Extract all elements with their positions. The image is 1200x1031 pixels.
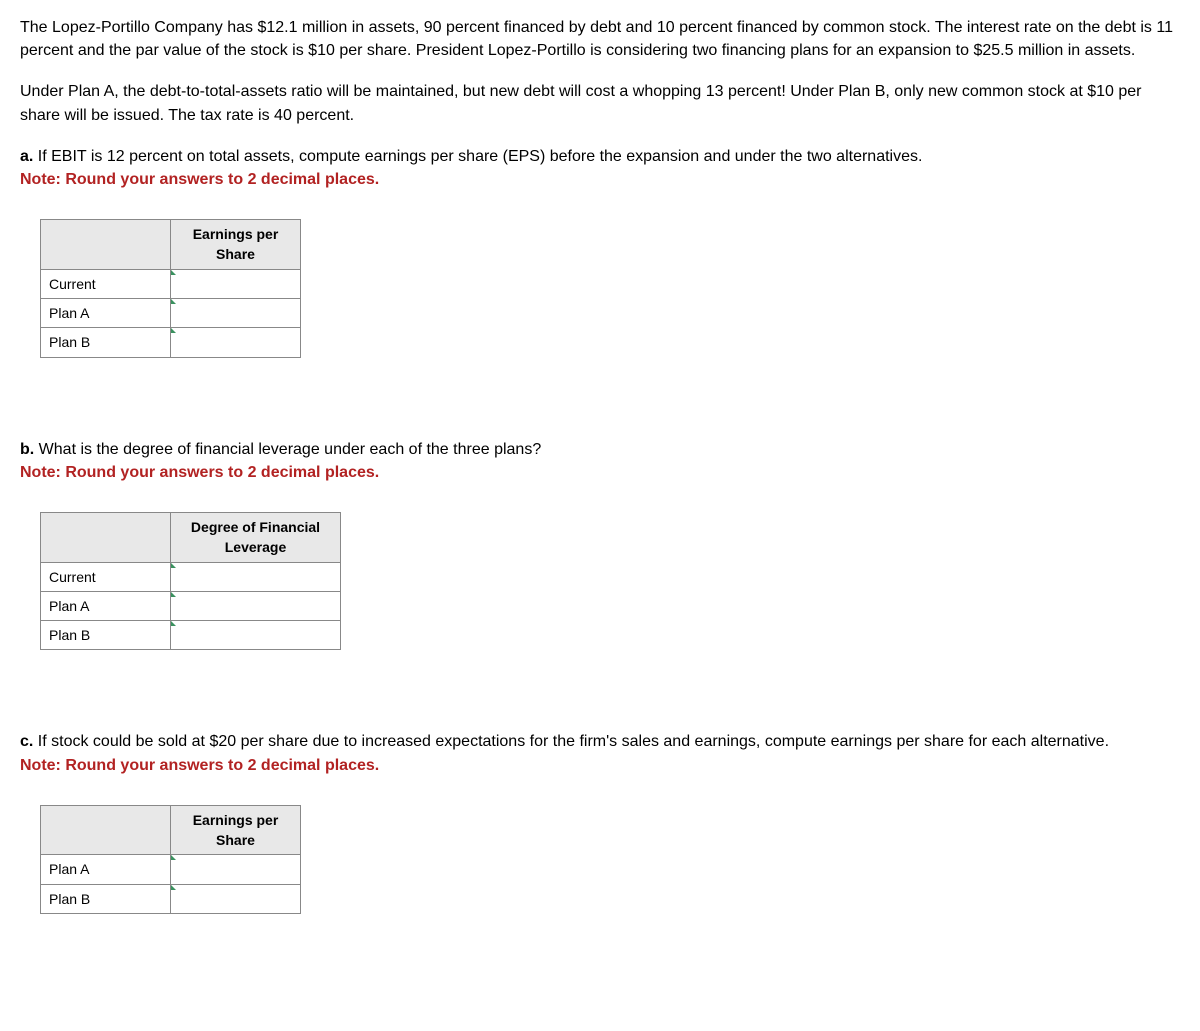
table-c: Earnings per Share Plan A Plan B (40, 805, 301, 914)
intro-paragraph-1: The Lopez-Portillo Company has $12.1 mil… (20, 16, 1180, 62)
table-row: Current (41, 562, 341, 591)
input-marker-icon (171, 270, 176, 275)
part-b-note: Note: Round your answers to 2 decimal pl… (20, 464, 379, 481)
eps-plan-b-input[interactable] (171, 328, 301, 357)
table-row: Plan A (41, 591, 341, 620)
part-a-label: a. (20, 148, 33, 165)
table-row: Plan B (41, 328, 301, 357)
section-b: b. What is the degree of financial lever… (20, 438, 1180, 651)
part-a-note: Note: Round your answers to 2 decimal pl… (20, 171, 379, 188)
table-a-corner (41, 220, 171, 270)
row-label: Plan B (41, 621, 171, 650)
row-label: Plan B (41, 884, 171, 913)
table-a: Earnings per Share Current Plan A Plan B (40, 219, 301, 357)
part-a-text: If EBIT is 12 percent on total assets, c… (33, 148, 922, 165)
dfl-plan-a-input[interactable] (171, 591, 341, 620)
table-a-header: Earnings per Share (171, 220, 301, 270)
eps-current-input[interactable] (171, 269, 301, 298)
table-row: Plan B (41, 884, 301, 913)
dfl-plan-b-input[interactable] (171, 621, 341, 650)
row-label: Current (41, 269, 171, 298)
row-label: Plan A (41, 591, 171, 620)
table-b-header: Degree of Financial Leverage (171, 512, 341, 562)
table-row: Plan B (41, 621, 341, 650)
input-marker-icon (171, 855, 176, 860)
table-b: Degree of Financial Leverage Current Pla… (40, 512, 341, 650)
part-c-note: Note: Round your answers to 2 decimal pl… (20, 757, 379, 774)
table-c-header: Earnings per Share (171, 805, 301, 855)
table-row: Plan A (41, 299, 301, 328)
input-marker-icon (171, 621, 176, 626)
row-label: Plan A (41, 855, 171, 884)
input-marker-icon (171, 299, 176, 304)
row-label: Plan B (41, 328, 171, 357)
input-marker-icon (171, 328, 176, 333)
row-label: Plan A (41, 299, 171, 328)
section-a: a. If EBIT is 12 percent on total assets… (20, 145, 1180, 358)
dfl-current-input[interactable] (171, 562, 341, 591)
eps-plan-a-input[interactable] (171, 299, 301, 328)
table-row: Current (41, 269, 301, 298)
eps20-plan-a-input[interactable] (171, 855, 301, 884)
input-marker-icon (171, 592, 176, 597)
table-row: Plan A (41, 855, 301, 884)
table-c-corner (41, 805, 171, 855)
input-marker-icon (171, 563, 176, 568)
part-b-text: What is the degree of financial leverage… (34, 441, 541, 458)
intro-paragraph-2: Under Plan A, the debt-to-total-assets r… (20, 80, 1180, 126)
row-label: Current (41, 562, 171, 591)
eps20-plan-b-input[interactable] (171, 884, 301, 913)
part-c-label: c. (20, 733, 33, 750)
input-marker-icon (171, 885, 176, 890)
part-c-text: If stock could be sold at $20 per share … (33, 733, 1109, 750)
table-b-corner (41, 512, 171, 562)
section-c: c. If stock could be sold at $20 per sha… (20, 730, 1180, 914)
part-b-label: b. (20, 441, 34, 458)
